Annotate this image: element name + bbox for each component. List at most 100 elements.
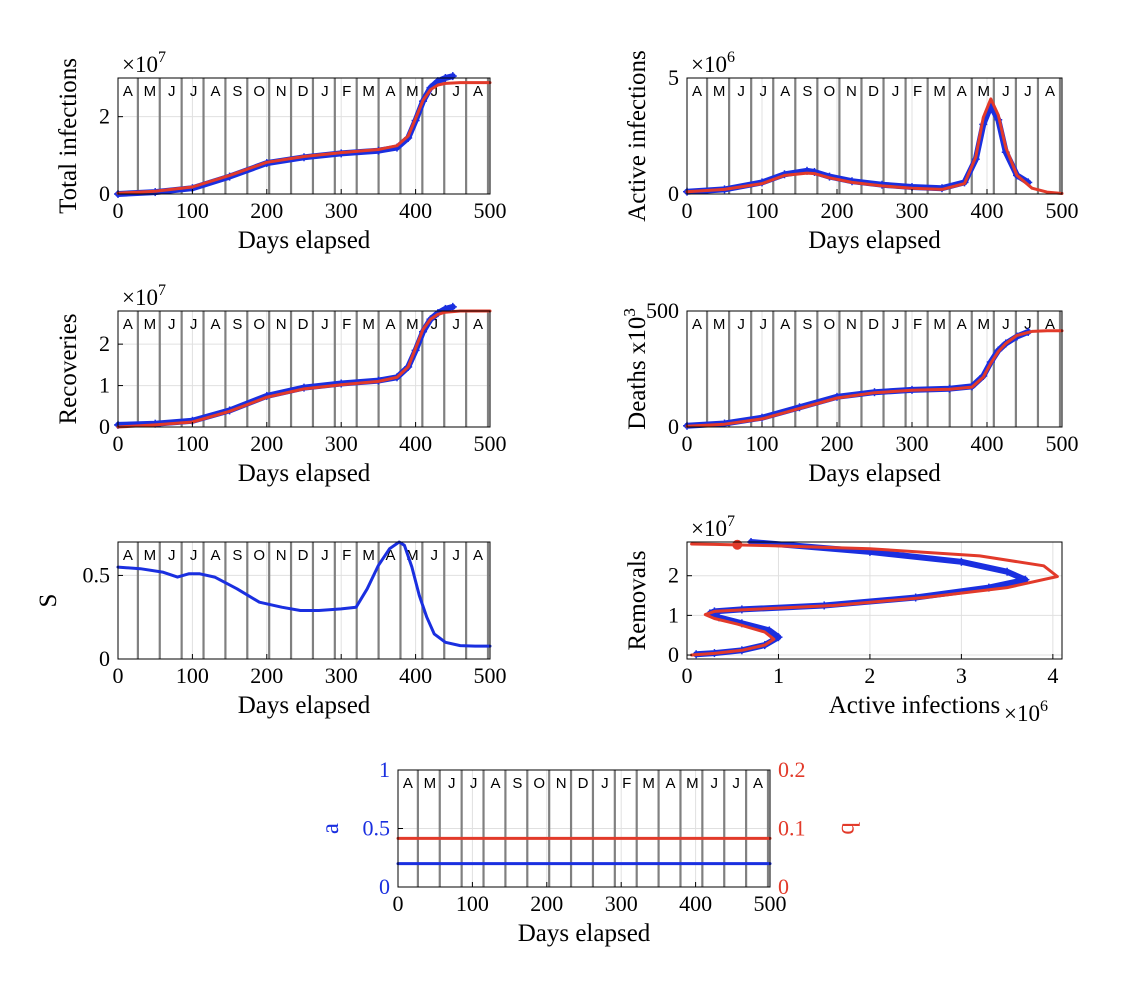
month-label: J <box>431 83 439 100</box>
month-label: O <box>824 316 836 333</box>
month-label: J <box>168 547 176 564</box>
series-data-marker <box>957 557 966 566</box>
y-tick-label: 0 <box>99 181 110 206</box>
x-exponent-label: ×106 <box>1004 698 1048 726</box>
y-axis-label: a <box>317 823 344 834</box>
month-label: D <box>298 83 309 100</box>
x-tick-label: 0 <box>393 891 404 916</box>
month-label: J <box>711 775 719 792</box>
axes-frame <box>686 310 1063 428</box>
series-data-marker <box>774 633 783 642</box>
month-label: J <box>759 316 767 333</box>
month-label: A <box>473 83 483 100</box>
month-label: J <box>431 547 439 564</box>
y-axis-label-text: Recoveries <box>55 313 82 424</box>
month-label: O <box>253 83 265 100</box>
month-label: M <box>144 547 157 564</box>
month-label: M <box>933 83 946 100</box>
chart-removals-vs-active: 0 1 2 3 4 0 1 2 Active infections Removals ×107 ×10… <box>624 513 1063 726</box>
month-label: J <box>168 316 176 333</box>
month-label: J <box>190 316 198 333</box>
x-tick-label: 300 <box>325 663 358 688</box>
y-tick-label: 0.5 <box>363 816 391 841</box>
x-tick-label: 400 <box>399 198 432 223</box>
month-label: A <box>957 83 967 100</box>
x-tick-label: 0 <box>113 198 124 223</box>
y-tick-label: 0 <box>379 874 390 899</box>
month-label: A <box>780 316 790 333</box>
x-axis-label: Days elapsed <box>238 460 371 487</box>
axes-frame <box>686 541 1063 660</box>
series-data-marker <box>765 626 774 635</box>
month-label: J <box>321 547 329 564</box>
x-tick-label: 500 <box>474 431 507 456</box>
x-tick-label: 1 <box>773 663 784 688</box>
y-tick-label: 1 <box>668 602 679 627</box>
month-label: S <box>802 316 812 333</box>
month-label: J <box>892 83 900 100</box>
y-axis-label-text: Removals <box>624 551 651 651</box>
month-label: M <box>642 775 655 792</box>
x-tick-label: 300 <box>896 198 929 223</box>
plot-area <box>687 311 1062 427</box>
month-label: J <box>1024 316 1032 333</box>
month-label: S <box>232 316 242 333</box>
y-tick-label: 500 <box>646 298 679 323</box>
month-label: J <box>732 775 740 792</box>
y-right-tick-label: 0 <box>778 874 789 899</box>
y-exponent-label: ×106 <box>691 49 735 77</box>
month-label: M <box>933 316 946 333</box>
x-axis-label: Days elapsed <box>808 227 941 254</box>
month-label: J <box>1002 316 1010 333</box>
x-tick-label: 3 <box>956 663 967 688</box>
month-label: J <box>321 316 329 333</box>
x-tick-label: 100 <box>176 431 209 456</box>
month-label: A <box>386 547 396 564</box>
month-label: F <box>342 547 351 564</box>
y-right-tick-label: 0.2 <box>778 757 806 782</box>
chart-susceptible: A M J J A S O N D J F M A M J J A0 100 200 300 400 50000.5Day… <box>35 540 507 719</box>
x-tick-label: 400 <box>399 431 432 456</box>
month-label: A <box>490 775 500 792</box>
series-start-point-point <box>732 539 743 550</box>
y-tick-label: 1 <box>379 757 390 782</box>
month-label: A <box>957 316 967 333</box>
month-label: J <box>737 316 745 333</box>
month-label: A <box>692 316 702 333</box>
x-tick-label: 500 <box>1046 198 1079 223</box>
month-label: F <box>622 775 631 792</box>
x-tick-label: 400 <box>679 891 712 916</box>
y-axis-label: Recoveries <box>55 313 82 424</box>
month-label: O <box>253 316 265 333</box>
x-tick-label: 300 <box>325 431 358 456</box>
series-fit-line <box>690 542 1059 657</box>
month-label: M <box>686 775 699 792</box>
month-label: J <box>470 775 478 792</box>
y-tick-label: 0 <box>668 642 679 667</box>
x-tick-label: 500 <box>754 891 787 916</box>
chart-recoveries: A M J J A S O N D J F M A M J J A0 100 200 300 400 500012Days… <box>55 282 507 487</box>
y-tick-label: 5 <box>668 65 679 90</box>
month-label: A <box>1045 83 1055 100</box>
month-label: J <box>452 547 460 564</box>
y-axis-label: Active infections <box>624 50 651 221</box>
month-label: A <box>753 775 763 792</box>
x-tick-label: 100 <box>746 198 779 223</box>
series-S-line <box>116 540 492 648</box>
month-label: J <box>321 83 329 100</box>
x-tick-label: 0 <box>682 663 693 688</box>
month-label: M <box>424 775 437 792</box>
month-label: A <box>210 83 220 100</box>
month-label: N <box>556 775 567 792</box>
x-tick-label: 400 <box>971 431 1004 456</box>
month-label: D <box>298 316 309 333</box>
series-data-marker <box>1003 567 1012 576</box>
x-tick-label: 200 <box>821 431 854 456</box>
month-label: O <box>533 775 545 792</box>
chart-deaths: A M J J A S O N D J F M A M J J A0 100 200 300 400 5000500Day… <box>620 298 1079 487</box>
series-fit-line <box>116 81 492 195</box>
month-label: D <box>578 775 589 792</box>
x-tick-label: 400 <box>971 198 1004 223</box>
month-label: A <box>666 775 676 792</box>
x-tick-label: 500 <box>474 663 507 688</box>
